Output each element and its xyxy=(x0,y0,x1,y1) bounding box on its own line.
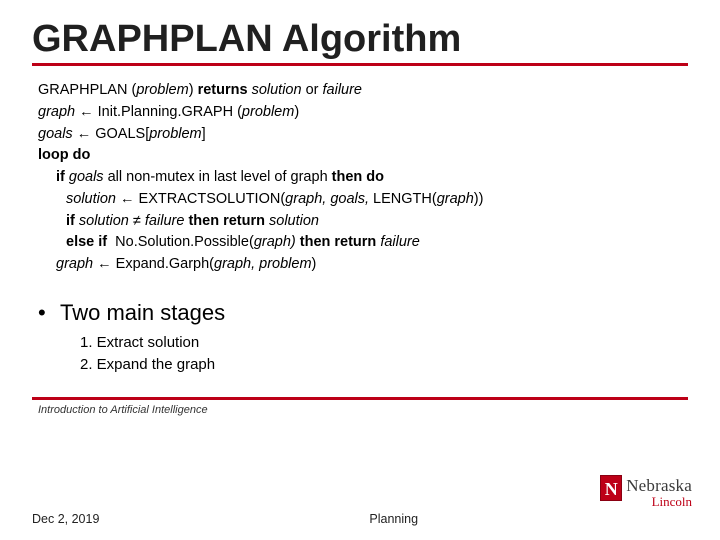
t: failure xyxy=(323,82,363,98)
t: if xyxy=(56,169,69,185)
t: all non-mutex in last level of graph xyxy=(108,169,332,185)
t: failure xyxy=(380,234,420,250)
t: graph, goals, xyxy=(285,191,373,207)
t: ] xyxy=(202,126,206,142)
bullet-text: Two main stages xyxy=(60,300,225,326)
t: solution xyxy=(269,213,319,229)
bullet-list: • Two main stages 1. Extract solution 2.… xyxy=(38,300,688,376)
code-line-7: if solution ≠ failure then return soluti… xyxy=(38,211,688,233)
code-line-8: else if No.Solution.Possible(graph) then… xyxy=(38,232,688,254)
t: graph xyxy=(56,256,93,272)
footer-date: Dec 2, 2019 xyxy=(32,512,99,526)
logo-n-icon: N xyxy=(600,475,622,501)
t: graph xyxy=(437,191,474,207)
t: problem xyxy=(149,126,201,142)
sub-item-1: 1. Extract solution xyxy=(80,332,688,354)
t: ≠ xyxy=(133,213,145,229)
t: if xyxy=(66,213,79,229)
t: or xyxy=(306,82,323,98)
code-line-2: graph ← Init.Planning.GRAPH (problem) xyxy=(38,102,688,124)
t: then do xyxy=(332,169,384,185)
code-line-9: graph ← Expand.Garph(graph, problem) xyxy=(38,254,688,276)
footer-rule xyxy=(32,397,688,400)
t: solution xyxy=(252,82,306,98)
t: solution xyxy=(66,191,116,207)
t: )) xyxy=(474,191,484,207)
t: failure xyxy=(145,213,189,229)
t: else if xyxy=(66,234,111,250)
bullet-item: • Two main stages xyxy=(38,300,688,326)
code-line-1: GRAPHPLAN (problem) returns solution or … xyxy=(38,80,688,102)
t: No.Solution.Possible( xyxy=(111,234,254,250)
t: ) xyxy=(189,82,198,98)
t: ← Expand.Garph( xyxy=(93,256,214,272)
t: GRAPHPLAN ( xyxy=(38,82,136,98)
course-name: Introduction to Artificial Intelligence xyxy=(38,404,688,416)
t: solution xyxy=(79,213,133,229)
university-logo: N Nebraska Lincoln xyxy=(626,477,692,508)
logo-campus: Lincoln xyxy=(626,495,692,508)
footer-topic: Planning xyxy=(99,512,688,526)
t: ← Init.Planning.GRAPH ( xyxy=(75,104,242,120)
t: LENGTH( xyxy=(373,191,437,207)
code-line-4: loop do xyxy=(38,145,688,167)
code-line-3: goals ← GOALS[problem] xyxy=(38,124,688,146)
t: returns xyxy=(198,82,252,98)
sub-list: 1. Extract solution 2. Expand the graph xyxy=(80,332,688,376)
t: ) xyxy=(294,104,299,120)
logo-university: Nebraska xyxy=(626,477,692,494)
t: goals xyxy=(38,126,73,142)
t: graph xyxy=(38,104,75,120)
pseudocode-block: GRAPHPLAN (problem) returns solution or … xyxy=(38,80,688,276)
t: ← GOALS[ xyxy=(73,126,150,142)
sub-item-2: 2. Expand the graph xyxy=(80,354,688,376)
t: graph, problem xyxy=(214,256,312,272)
t: then return xyxy=(188,213,269,229)
footer-bar: Dec 2, 2019 Planning xyxy=(32,512,688,526)
t: ← EXTRACTSOLUTION( xyxy=(116,191,285,207)
t: ) xyxy=(312,256,317,272)
bullet-dot-icon: • xyxy=(38,300,60,326)
t: goals xyxy=(69,169,108,185)
code-line-6: solution ← EXTRACTSOLUTION(graph, goals,… xyxy=(38,189,688,211)
slide-title: GRAPHPLAN Algorithm xyxy=(32,18,688,61)
t: then return xyxy=(300,234,381,250)
t: problem xyxy=(136,82,188,98)
title-underline xyxy=(32,63,688,66)
t: graph) xyxy=(254,234,300,250)
t: problem xyxy=(242,104,294,120)
code-line-5: if goals all non-mutex in last level of … xyxy=(38,167,688,189)
